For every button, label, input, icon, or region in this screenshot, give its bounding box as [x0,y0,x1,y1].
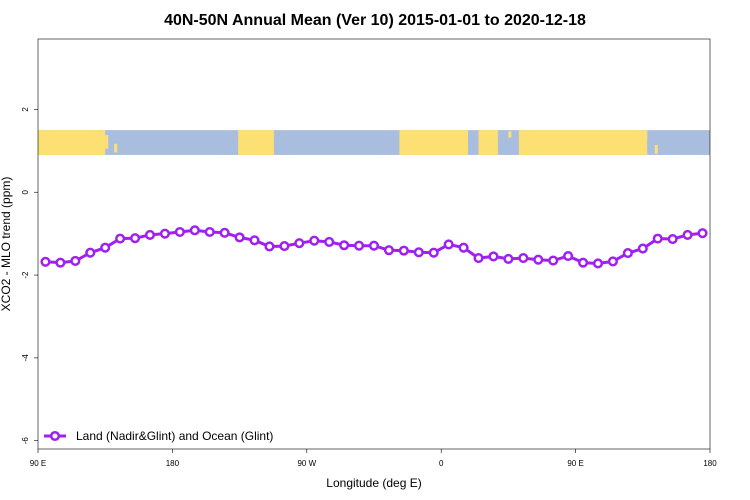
data-point [503,253,514,264]
y-tick-label: -2 [21,271,30,279]
data-point [428,247,439,258]
data-point [70,255,81,267]
data-point [324,236,335,247]
coastline-detail [393,140,397,150]
data-point [398,245,409,256]
x-tick-label: 180 [166,459,180,468]
x-tick-label: 0 [439,459,444,468]
coastline-detail [647,138,651,152]
data-point [309,235,320,246]
series-layer [40,225,708,269]
data-point [682,229,693,240]
coastline-detail [273,135,277,143]
coastline-detail [235,132,239,141]
x-tick-label: 180 [703,459,717,468]
data-point [100,242,111,253]
y-tick-label: -4 [21,354,30,362]
data-point [563,250,574,262]
data-point [697,228,708,239]
data-point [85,247,96,258]
data-point [473,253,484,264]
data-point [354,240,365,251]
data-point [55,257,66,268]
land-area [518,130,648,155]
x-tick-label: 90 E [567,459,583,468]
data-point [488,251,499,262]
data-point [368,240,380,251]
data-point [144,229,156,240]
x-axis-label: Longitude (deg E) [326,476,421,490]
legend-marker-swatch [49,430,61,442]
x-axis: 90 E 180 90 W 0 90 E 180 [30,449,717,468]
coastline-detail [654,145,658,154]
y-tick-label: -6 [21,437,30,445]
data-point [637,243,648,254]
land-area [478,130,498,155]
data-point [652,233,663,244]
data-point [592,258,604,269]
data-point [622,248,633,259]
y-axis-label: XCO2 - MLO trend (ppm) [0,177,13,312]
data-point [115,233,126,244]
coastline-detail [105,135,109,149]
data-point [607,256,618,267]
data-point [578,257,589,268]
data-point [174,226,185,238]
data-point [667,233,678,245]
coastline-detail [508,131,512,138]
y-tick-label: 0 [21,189,30,194]
y-tick-label: 2 [21,107,30,112]
data-point [249,235,260,246]
x-tick-label: 90 W [297,459,316,468]
data-point [234,232,245,243]
plot-frame [37,38,711,450]
data-point [533,254,544,265]
x-tick-label: 90 E [30,459,46,468]
y-axis: 2 0 -2 -4 -6 [21,107,38,445]
data-point [219,227,230,238]
data-point [458,242,469,253]
land-area [38,130,106,155]
data-point [518,253,529,264]
data-point [279,241,290,252]
coastline-detail [468,133,472,144]
world-map-band [38,130,710,155]
data-point [413,247,424,258]
data-point [383,245,394,256]
data-point [339,240,350,251]
data-point [189,225,200,236]
coastline-detail [497,137,501,148]
coastline-detail [114,143,118,153]
data-point [443,239,454,250]
data-point [204,226,215,238]
land-area [238,130,274,155]
data-point [294,238,305,249]
data-point [264,241,275,252]
chart-title: 40N-50N Annual Mean (Ver 10) 2015-01-01 … [164,12,586,29]
legend-label: Land (Nadir&Glint) and Ocean (Glint) [76,429,273,443]
land-area [399,130,469,155]
data-point [130,233,141,244]
legend: Land (Nadir&Glint) and Ocean (Glint) [44,429,273,443]
data-point [548,255,559,266]
data-point [40,256,51,267]
data-point [159,228,170,239]
